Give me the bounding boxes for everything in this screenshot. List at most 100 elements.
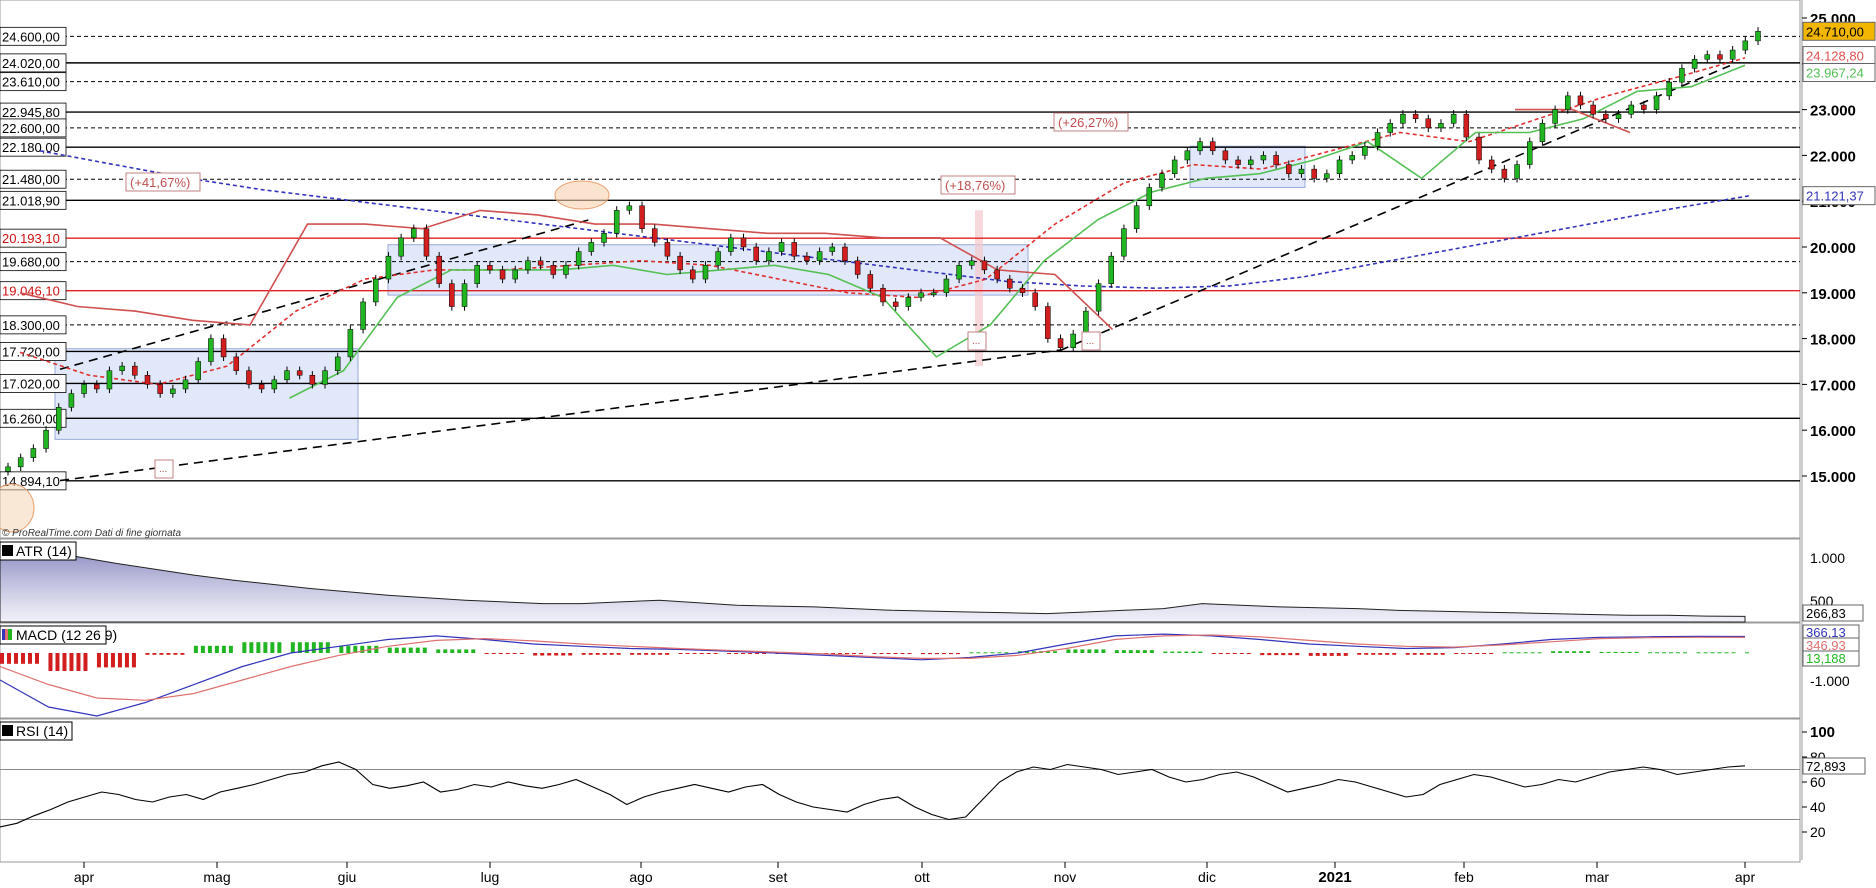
level-label-box	[0, 408, 67, 428]
macd-histogram-bar	[1135, 650, 1140, 653]
candle-body	[766, 251, 772, 261]
annotation-ellipsis: ...	[154, 459, 174, 479]
macd-histogram-bar	[1537, 652, 1542, 654]
series-trailing-green	[289, 64, 1746, 399]
macd-histogram-bar	[692, 653, 697, 654]
level-label: 17.720,00	[2, 344, 60, 359]
candle-body	[1019, 287, 1026, 294]
macd-histogram-bar	[1468, 653, 1473, 654]
annotation-box	[1053, 112, 1129, 132]
annotation-text: (+41,67%)	[130, 175, 190, 190]
candle-body	[1273, 155, 1279, 165]
highlight-strip	[975, 210, 983, 367]
atr-tick-label: 1.000	[1810, 550, 1845, 566]
macd-histogram-bar	[665, 653, 670, 655]
candle-body	[1374, 132, 1381, 147]
candle-body	[1603, 113, 1609, 120]
macd-histogram-bar	[0, 653, 4, 664]
candle-body	[1412, 113, 1419, 120]
candle-body	[1336, 159, 1343, 174]
macd-histogram-bar	[1177, 651, 1182, 653]
x-tick-label: mar	[1585, 869, 1609, 885]
candle-body	[601, 233, 607, 243]
level-label: 19.680,00	[2, 255, 60, 270]
candle-body	[1045, 306, 1051, 339]
level-label-box	[0, 169, 67, 189]
macd-histogram-bar	[927, 653, 932, 655]
macd-histogram-bar	[1703, 652, 1708, 654]
candle-body	[778, 242, 785, 252]
candle-body	[664, 242, 671, 257]
candle-body	[1311, 168, 1317, 179]
macd-histogram-bar	[1579, 651, 1584, 653]
macd-histogram-bar	[1225, 653, 1230, 654]
candle-body	[588, 242, 595, 252]
macd-histogram-bar	[948, 653, 953, 655]
rsi-tick-label: 40	[1810, 799, 1826, 815]
macd-histogram-bar	[1655, 652, 1660, 654]
level-label-box	[0, 228, 67, 248]
macd-histogram-bar	[512, 653, 517, 654]
macd-histogram-bar	[436, 649, 441, 653]
candle-body	[436, 255, 442, 284]
macd-histogram-bar	[360, 645, 365, 653]
macd-histogram-bar	[1191, 651, 1196, 653]
macd-histogram-bar	[678, 653, 683, 654]
candle-body	[1349, 155, 1355, 161]
macd-histogram-bar	[1676, 652, 1681, 654]
consolidation-box	[54, 348, 359, 440]
candle-body	[1222, 150, 1229, 161]
macd-histogram-bar	[1426, 653, 1431, 655]
macd-histogram-bar	[1461, 653, 1466, 654]
candle-body	[487, 265, 493, 271]
swatch	[2, 629, 5, 640]
candle-body	[144, 374, 151, 385]
price-frame	[0, 0, 1801, 539]
x-tick-label: ago	[629, 869, 653, 885]
macd-histogram-bar	[1281, 653, 1286, 656]
macd-histogram-bar	[62, 653, 67, 671]
macd-histogram-bar	[595, 653, 600, 655]
macd-frame	[0, 622, 1801, 719]
candle-body	[969, 260, 975, 266]
macd-histogram-bar	[96, 653, 101, 668]
candle-body	[1184, 150, 1191, 161]
macd-histogram-bar	[588, 653, 593, 655]
candle-body	[398, 237, 404, 257]
level-label: 22.600,00	[2, 121, 60, 136]
macd-histogram-bar	[48, 653, 53, 671]
candle-body	[867, 274, 874, 289]
macd-histogram-bar	[1170, 651, 1175, 653]
candle-body	[1729, 49, 1736, 60]
candle-body	[1298, 168, 1305, 174]
macd-histogram-bar	[1198, 651, 1203, 653]
macd-histogram-bar	[1260, 653, 1265, 656]
macd-histogram-bar	[1295, 653, 1300, 656]
atr-title: ATR (14)	[0, 541, 77, 561]
x-tick-label: lug	[481, 869, 500, 885]
macd-histogram-bar	[748, 653, 753, 654]
last-value-tag: 21.121,37	[1802, 186, 1876, 206]
candle-body	[715, 251, 721, 266]
y-tick-label: 17.000	[1810, 377, 1856, 394]
macd-histogram-bar	[103, 653, 108, 668]
macd-histogram-bar	[505, 653, 510, 654]
macd-histogram-bar	[464, 649, 469, 653]
macd-histogram-bar	[831, 653, 836, 655]
candle-body	[905, 297, 912, 307]
candle-body	[981, 260, 988, 271]
macd-histogram-bar	[1184, 651, 1189, 653]
macd-histogram-bar	[415, 647, 420, 653]
candle-body	[30, 448, 37, 458]
candle-body	[1450, 113, 1457, 124]
macd-histogram-bar	[117, 653, 122, 668]
series-trailing-red	[19, 108, 1631, 330]
macd-histogram-bar	[1101, 649, 1106, 653]
candle-body	[499, 269, 506, 280]
candle-body	[753, 246, 759, 261]
macd-last-value: 346,93	[1806, 638, 1846, 653]
macd-histogram-bar	[540, 653, 545, 656]
macd-histogram-bar	[457, 649, 462, 653]
candle-body	[740, 237, 747, 248]
ellipsis-box	[154, 459, 174, 479]
